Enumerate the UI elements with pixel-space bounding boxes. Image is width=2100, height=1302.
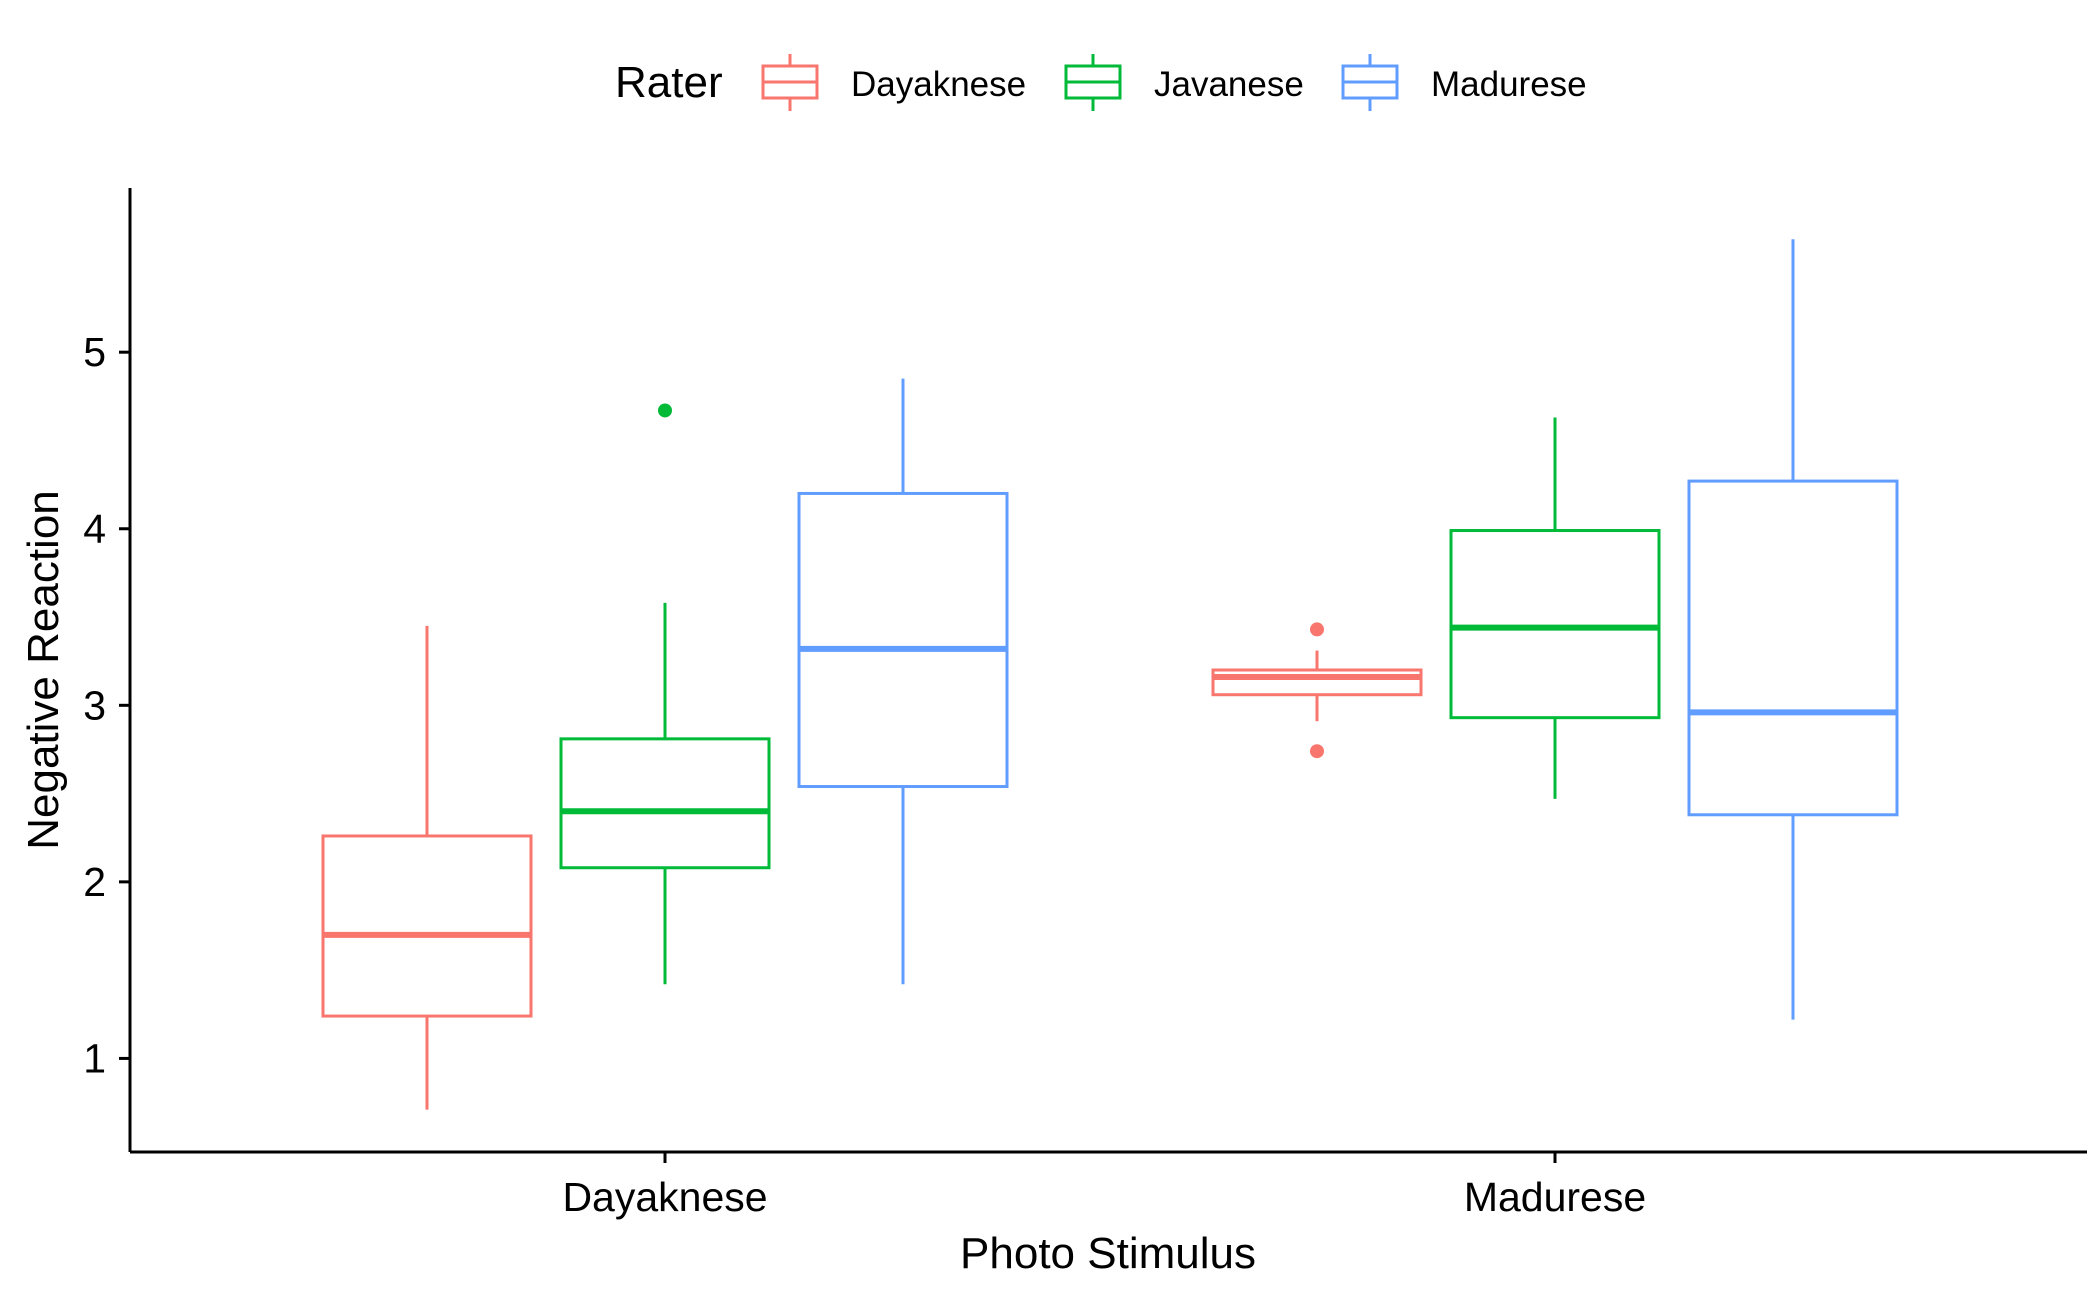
box-iqr	[797, 491, 1009, 789]
outlier-point	[1310, 744, 1324, 759]
x-tick-label: Madurese	[1464, 1174, 1646, 1220]
legend-label: Javanese	[1154, 65, 1304, 104]
outlier-point	[1310, 622, 1324, 637]
y-tick-label: 5	[83, 329, 106, 375]
y-axis-title: Negative Reaction	[19, 490, 68, 850]
y-tick-label: 2	[83, 859, 106, 905]
box-iqr	[559, 737, 771, 870]
y-tick-label: 4	[83, 506, 106, 552]
legend-label: Dayaknese	[851, 65, 1026, 104]
legend-item-dayaknese: Dayaknese	[761, 54, 1026, 111]
legend-item-javanese: Javanese	[1064, 54, 1304, 111]
box-layer	[321, 239, 1899, 1110]
legend-label: Madurese	[1431, 65, 1587, 104]
legend-item-madurese: Madurese	[1341, 54, 1587, 111]
outlier-point	[658, 403, 672, 418]
box-iqr	[1211, 668, 1423, 697]
box-javanese-madurese	[1449, 417, 1661, 799]
x-axis-title: Photo Stimulus	[960, 1229, 1256, 1278]
box-dayaknese-dayaknese	[321, 625, 533, 1110]
box-madurese-madurese	[1687, 239, 1899, 1020]
box-iqr	[1687, 479, 1899, 817]
box-iqr	[1449, 529, 1661, 720]
y-axis-ticks: 1 2 3 4 5	[83, 329, 130, 1081]
y-tick-label: 3	[83, 682, 106, 728]
legend-title: Rater	[615, 58, 723, 107]
x-tick-label: Dayaknese	[562, 1174, 767, 1220]
legend: Rater Dayaknese Javanese Madurese	[615, 54, 1587, 111]
box-javanese-dayaknese	[559, 403, 771, 985]
box-madurese-dayaknese	[797, 378, 1009, 985]
box-iqr	[321, 834, 533, 1018]
x-axis-ticks: Dayaknese Madurese	[562, 1152, 1646, 1220]
box-dayaknese-madurese	[1211, 622, 1423, 759]
y-tick-label: 1	[83, 1035, 106, 1081]
